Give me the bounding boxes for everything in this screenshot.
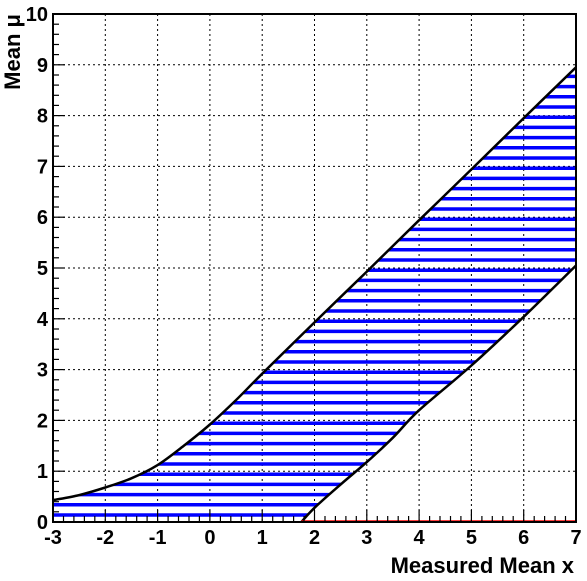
x-tick-label: 4 [414,527,426,549]
x-tick-label: 3 [361,527,372,549]
y-tick-label: 2 [37,410,48,432]
y-tick-label: 4 [37,309,49,331]
x-tick-label: 6 [518,527,529,549]
x-tick-label: 0 [204,527,215,549]
upper-limit-curve [53,66,576,502]
y-tick-labels: 0 1 2 3 4 5 6 7 8 9 10 [26,4,49,534]
x-tick-labels: -3 -2 -1 0 1 2 3 4 5 6 7 [44,527,581,549]
y-tick-label: 5 [37,258,48,280]
x-tick-label: -3 [44,527,62,549]
x-tick-label: 1 [257,527,268,549]
y-tick-label: 9 [37,55,48,77]
y-tick-label: 3 [37,360,48,382]
y-tick-label: 10 [26,4,48,26]
x-tick-label: 7 [570,527,581,549]
y-tick-label: 7 [37,156,48,178]
x-tick-label: 2 [309,527,320,549]
y-tick-label: 8 [37,106,48,128]
axis-ticks [52,13,577,523]
y-tick-label: 1 [37,461,48,483]
grid [53,14,576,522]
y-axis-title: Mean μ [0,14,25,90]
y-tick-label: 6 [37,207,48,229]
x-tick-label: -2 [96,527,114,549]
y-tick-label: 0 [37,512,48,534]
x-tick-label: -1 [149,527,167,549]
x-tick-label: 5 [466,527,477,549]
lower-limit-curve [300,264,576,522]
x-axis-title: Measured Mean x [391,553,575,578]
